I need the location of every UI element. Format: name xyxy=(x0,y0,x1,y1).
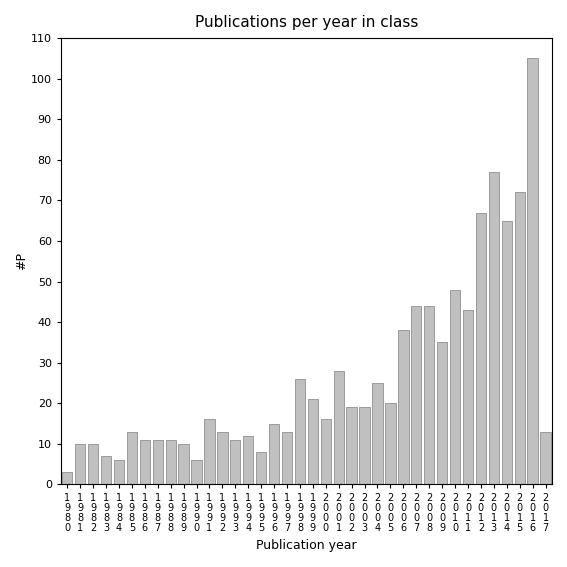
Bar xyxy=(282,431,292,484)
Bar xyxy=(398,330,408,484)
Bar xyxy=(320,420,331,484)
Bar xyxy=(424,306,434,484)
Bar xyxy=(333,371,344,484)
Bar xyxy=(204,420,215,484)
Bar xyxy=(269,424,280,484)
Bar xyxy=(139,440,150,484)
Bar xyxy=(359,407,370,484)
Bar xyxy=(191,460,202,484)
Bar xyxy=(502,221,512,484)
Bar xyxy=(308,399,318,484)
Bar xyxy=(514,192,525,484)
Bar xyxy=(88,444,98,484)
Bar xyxy=(463,310,473,484)
Bar xyxy=(217,431,227,484)
Bar xyxy=(450,290,460,484)
Bar xyxy=(385,403,396,484)
Bar xyxy=(295,379,305,484)
Bar xyxy=(179,444,189,484)
Bar xyxy=(114,460,124,484)
Bar xyxy=(230,440,240,484)
Y-axis label: #P: #P xyxy=(15,252,28,270)
Bar xyxy=(346,407,357,484)
Bar xyxy=(153,440,163,484)
Bar xyxy=(127,431,137,484)
Bar xyxy=(256,452,266,484)
Bar xyxy=(527,58,538,484)
Title: Publications per year in class: Publications per year in class xyxy=(194,15,418,30)
Bar xyxy=(243,435,253,484)
Bar xyxy=(75,444,86,484)
X-axis label: Publication year: Publication year xyxy=(256,539,357,552)
Bar xyxy=(476,213,486,484)
Bar xyxy=(373,383,383,484)
Bar xyxy=(166,440,176,484)
Bar xyxy=(540,431,551,484)
Bar xyxy=(101,456,111,484)
Bar xyxy=(62,472,73,484)
Bar xyxy=(437,342,447,484)
Bar xyxy=(411,306,421,484)
Bar xyxy=(489,172,499,484)
